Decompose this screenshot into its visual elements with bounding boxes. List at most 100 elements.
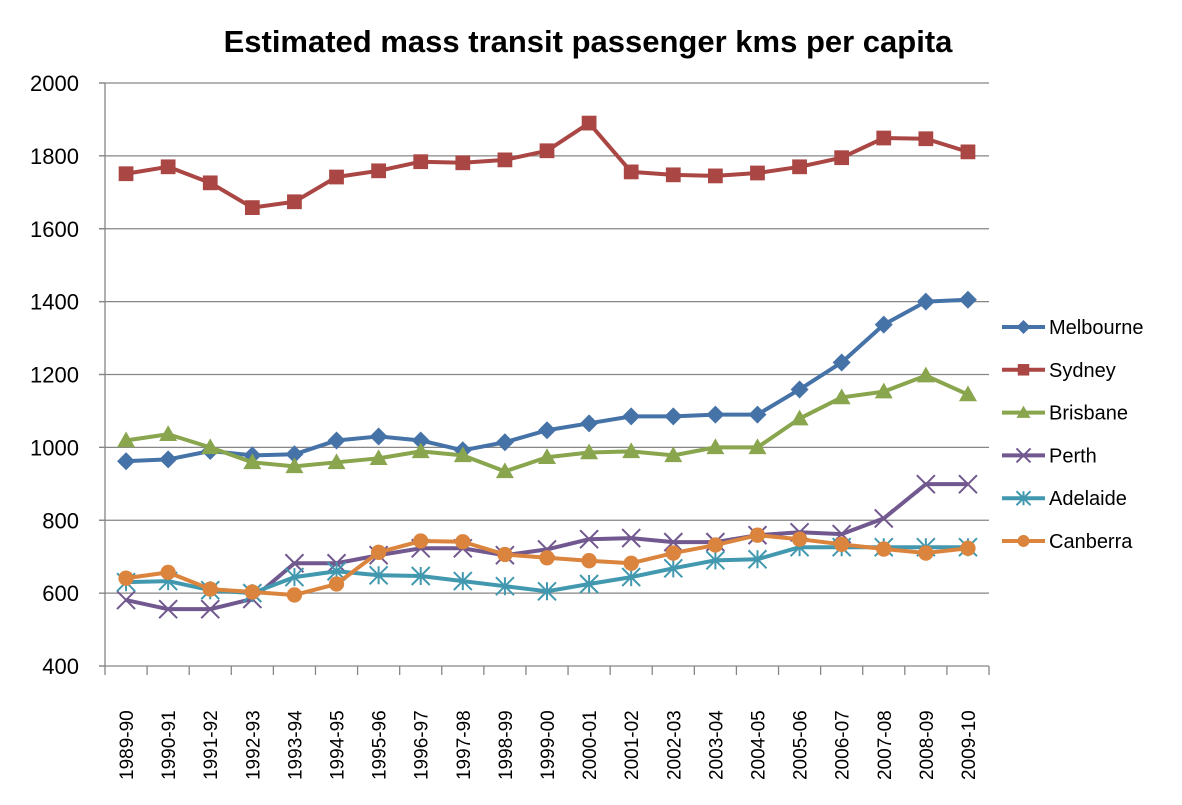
data-point-sydney: [202, 175, 218, 191]
y-axis-ticks: 400 600 800 1000 1200 1400 1600 1800 2000: [30, 71, 105, 679]
legend-marker-circle: [1017, 535, 1030, 547]
data-point-melbourne: [369, 427, 388, 446]
data-point-sydney: [708, 168, 723, 184]
legend-label: Adelaide: [1049, 488, 1127, 510]
x-tick-label: 2001-02: [622, 710, 643, 780]
legend-item-adelaide: Adelaide: [1002, 488, 1127, 510]
data-point-melbourne: [285, 445, 304, 464]
data-point-perth: [200, 599, 220, 619]
data-point-sydney: [792, 159, 807, 175]
data-point-melbourne: [790, 380, 809, 399]
data-point-sydney: [918, 131, 934, 147]
series-melbourne: [117, 290, 977, 471]
data-point-canberra: [328, 576, 345, 592]
legend-item-canberra: Canberra: [1002, 531, 1133, 553]
data-point-sydney: [834, 150, 850, 166]
legend-label: Brisbane: [1049, 403, 1128, 425]
data-point-perth: [916, 474, 936, 494]
data-point-brisbane: [790, 409, 809, 426]
data-point-melbourne: [538, 421, 556, 440]
data-point-brisbane: [453, 446, 472, 463]
chart-title: Estimated mass transit passenger kms per…: [224, 24, 954, 59]
x-tick-label: 2000-01: [580, 710, 601, 780]
data-point-adelaide: [621, 567, 641, 587]
x-tick-label: 1995-96: [370, 710, 391, 780]
data-point-melbourne: [706, 405, 725, 424]
x-tick-label: 2009-10: [959, 710, 980, 780]
data-point-canberra: [665, 545, 681, 561]
x-tick-label: 1996-97: [412, 710, 433, 780]
data-point-brisbane: [706, 438, 725, 455]
data-point-melbourne: [580, 414, 599, 433]
data-point-sydney: [623, 164, 639, 180]
data-point-canberra: [918, 545, 934, 561]
data-point-brisbane: [201, 438, 220, 455]
legend-marker-star: [1015, 490, 1032, 506]
data-point-brisbane: [958, 385, 977, 402]
y-tick-label: 1800: [30, 144, 79, 169]
data-point-adelaide: [579, 574, 599, 594]
data-point-brisbane: [117, 431, 136, 448]
data-point-brisbane: [495, 462, 514, 479]
gridlines: [99, 82, 989, 594]
data-point-canberra: [118, 570, 134, 586]
data-point-canberra: [202, 581, 218, 597]
data-point-sydney: [413, 154, 429, 170]
data-point-canberra: [960, 540, 976, 556]
legend-label: Perth: [1049, 445, 1097, 467]
x-tick-label: 1994-95: [328, 710, 349, 780]
data-point-canberra: [455, 534, 471, 550]
data-point-melbourne: [117, 452, 136, 471]
legend-item-sydney: Sydney: [1002, 360, 1116, 382]
y-tick-label: 1000: [30, 435, 79, 460]
legend-marker-diamond: [1016, 320, 1031, 334]
x-tick-label: 2004-05: [748, 710, 769, 780]
data-point-brisbane: [411, 442, 430, 459]
data-point-brisbane: [580, 443, 599, 460]
data-point-perth: [663, 532, 683, 552]
series-line-sydney: [125, 121, 969, 210]
data-point-canberra: [244, 584, 260, 600]
legend-label: Melbourne: [1049, 317, 1144, 339]
y-tick-label: 1400: [30, 290, 79, 315]
data-point-melbourne: [495, 433, 514, 452]
data-point-sydney: [371, 163, 386, 179]
data-point-adelaide: [453, 571, 473, 591]
x-axis-ticks: 1989-90 1990-91 1991-92 1992-93 1993-94 1994-…: [104, 666, 990, 780]
data-point-adelaide: [368, 565, 389, 585]
data-point-adelaide: [705, 550, 726, 571]
data-point-perth: [621, 528, 641, 548]
data-point-melbourne: [159, 450, 178, 469]
data-point-sydney: [455, 155, 471, 171]
data-point-canberra: [834, 536, 850, 552]
data-point-brisbane: [664, 446, 683, 463]
data-point-adelaide: [495, 576, 515, 596]
legend-item-melbourne: Melbourne: [1002, 317, 1144, 339]
data-point-perth: [116, 590, 136, 610]
data-point-sydney: [876, 130, 892, 146]
legend-label: Sydney: [1049, 360, 1116, 382]
legend-marker-triangle: [1016, 405, 1031, 418]
series-canberra: [118, 527, 976, 603]
legend-item-perth: Perth: [1002, 445, 1097, 467]
data-point-perth: [874, 508, 894, 529]
data-point-sydney: [665, 167, 681, 183]
x-tick-label: 1990-91: [159, 710, 180, 780]
x-tick-label: 2003-04: [706, 710, 727, 780]
data-point-perth: [958, 474, 978, 494]
data-point-melbourne: [664, 407, 683, 426]
y-tick-label: 400: [42, 654, 79, 679]
data-point-canberra: [497, 546, 513, 563]
data-point-brisbane: [369, 449, 388, 466]
data-point-melbourne: [748, 405, 767, 424]
data-point-adelaide: [663, 558, 683, 579]
x-tick-label: 1989-90: [117, 710, 138, 780]
data-point-melbourne: [832, 353, 851, 372]
data-point-sydney: [497, 152, 513, 168]
series-sydney: [118, 115, 976, 215]
x-tick-label: 1999-00: [538, 710, 559, 780]
data-point-melbourne: [327, 431, 346, 450]
legend: Melbourne Sydney Brisbane Perth Adelaide Canb…: [1002, 317, 1144, 553]
data-point-perth: [284, 553, 305, 573]
